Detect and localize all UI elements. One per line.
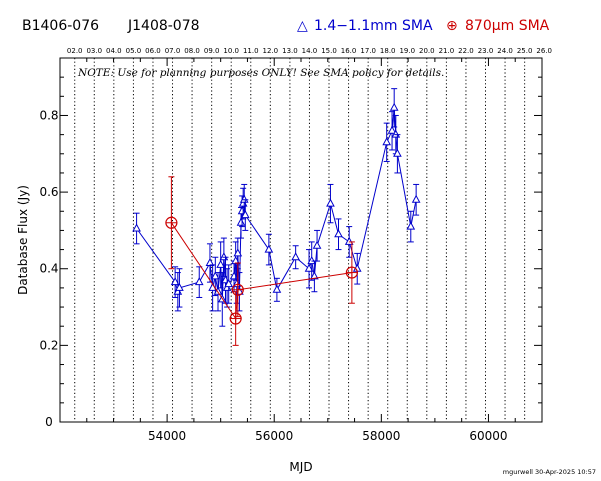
year-label: 26.0	[536, 47, 552, 55]
data-point-triangle	[240, 210, 250, 219]
legend-blue-marker: △	[297, 18, 308, 34]
year-label: 13.0	[282, 47, 298, 55]
year-label: 17.0	[360, 47, 376, 55]
year-label: 02.0	[67, 47, 83, 55]
data-point-triangle	[219, 252, 229, 261]
year-label: 25.0	[517, 47, 533, 55]
legend-red-text: 870μm SMA	[465, 18, 550, 34]
data-point-triangle	[382, 137, 392, 146]
y-tick-label: 0	[45, 415, 53, 429]
series-blue	[132, 88, 421, 327]
series-line	[170, 222, 352, 320]
legend-red-marker: ⊕	[446, 18, 458, 34]
y-tick-label: 0.8	[39, 108, 58, 122]
year-label: 14.0	[302, 47, 318, 55]
year-label: 22.0	[458, 47, 474, 55]
data-point-triangle	[393, 148, 402, 157]
data-point-triangle	[334, 229, 343, 238]
data-point-triangle	[389, 102, 399, 111]
data-point-triangle	[387, 125, 397, 134]
y-tick-label: 0.4	[39, 262, 58, 276]
year-label: 05.0	[126, 47, 142, 55]
year-label: 08.0	[184, 47, 200, 55]
legend-blue-text: 1.4−1.1mm SMA	[314, 18, 433, 34]
year-label: 11.0	[243, 47, 259, 55]
year-label: 07.0	[165, 47, 181, 55]
data-point-triangle	[264, 244, 274, 253]
data-point-triangle	[344, 236, 354, 245]
year-label: 15.0	[321, 47, 337, 55]
data-point-triangle	[406, 221, 416, 230]
data-point-triangle	[239, 194, 249, 203]
data-point-triangle	[304, 263, 314, 272]
data-point-triangle	[312, 240, 322, 249]
source-name-alias: J1408-078	[127, 18, 200, 34]
data-point-triangle	[291, 252, 300, 261]
data-point-triangle	[194, 277, 204, 286]
year-label: 10.0	[223, 47, 239, 55]
year-label: 23.0	[478, 47, 494, 55]
y-tick-label: 0.2	[39, 338, 58, 352]
year-label: 12.0	[263, 47, 279, 55]
year-axis-labels: 02.0 03.0 04.0 05.0 06.0 07.0 08.0 09.0 10.0 11.0…	[67, 47, 552, 55]
y-axis-ticks: 0 0.2 0.4 0.6 0.8	[39, 57, 542, 429]
x-tick-label: 54000	[148, 429, 186, 443]
series-red	[165, 176, 358, 346]
plot-frame	[59, 57, 543, 423]
credit-line: mgurwell 30-Apr-2025 10:57	[503, 468, 596, 476]
data-point-triangle	[307, 256, 317, 265]
series-line	[136, 107, 417, 300]
data-series	[132, 88, 421, 346]
data-point-triangle	[170, 277, 180, 286]
year-label: 21.0	[439, 47, 455, 55]
data-point-triangle	[411, 194, 421, 203]
data-point-triangle	[132, 223, 141, 232]
year-gridlines	[74, 58, 526, 422]
y-tick-label: 0.6	[39, 185, 58, 199]
year-label: 16.0	[341, 47, 357, 55]
data-point-triangle	[233, 248, 243, 257]
source-name-primary: B1406-076	[22, 18, 99, 34]
data-point-triangle	[175, 282, 184, 291]
data-point-triangle	[205, 257, 215, 266]
x-axis-title: MJD	[289, 460, 312, 474]
year-label: 04.0	[106, 47, 122, 55]
year-label: 19.0	[399, 47, 415, 55]
planning-note: NOTE: Use for planning purposes ONLY! Se…	[77, 67, 444, 79]
data-point-triangle	[310, 271, 319, 280]
year-label: 20.0	[419, 47, 435, 55]
year-label: 18.0	[380, 47, 396, 55]
x-tick-label: 56000	[255, 429, 293, 443]
data-point-triangle	[213, 286, 223, 295]
data-point-triangle	[210, 271, 220, 280]
data-point-triangle	[216, 259, 226, 268]
x-axis-ticks: 54000 56000 58000 60000	[59, 58, 543, 443]
data-point-triangle	[236, 217, 246, 226]
year-label: 24.0	[497, 47, 513, 55]
x-tick-label: 58000	[362, 429, 400, 443]
data-point-triangle	[272, 284, 282, 293]
year-label: 06.0	[145, 47, 161, 55]
data-point-triangle	[326, 198, 335, 207]
year-label: 09.0	[204, 47, 220, 55]
y-axis-title: Database Flux (Jy)	[16, 185, 30, 295]
year-label: 03.0	[86, 47, 102, 55]
data-point-triangle	[224, 279, 234, 288]
x-tick-label: 60000	[469, 429, 507, 443]
